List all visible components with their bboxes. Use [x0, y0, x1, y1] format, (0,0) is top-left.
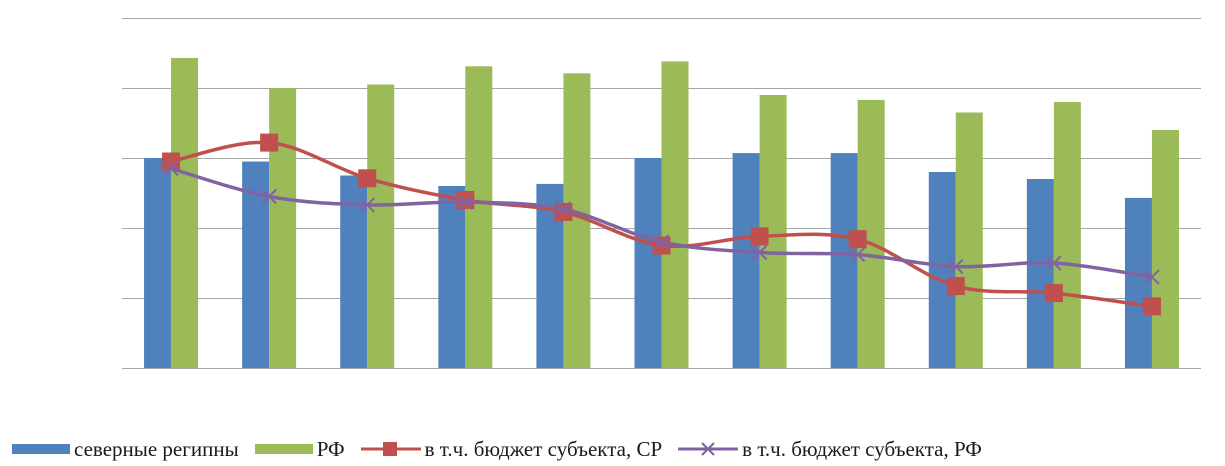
data-point — [260, 133, 279, 152]
data-point — [948, 258, 964, 275]
legend-swatch-rf — [254, 444, 313, 454]
data-point — [946, 277, 965, 296]
data-point — [848, 230, 867, 249]
bar — [144, 158, 172, 368]
chart — [122, 18, 1201, 369]
bar — [367, 84, 395, 368]
data-point-stroke — [1046, 255, 1062, 271]
data-point — [1044, 284, 1063, 303]
legend-swatch-budget-sr — [360, 442, 421, 456]
bar — [1151, 130, 1179, 368]
data-point — [358, 169, 377, 188]
data-point — [1144, 269, 1160, 285]
bar — [732, 153, 760, 368]
data-point-stroke — [948, 258, 964, 275]
legend-item-rf: РФ — [254, 436, 345, 462]
data-point-stroke — [261, 188, 277, 205]
data-point — [750, 227, 769, 246]
data-point — [1142, 297, 1161, 316]
legend-item-north: северные регипны — [12, 437, 239, 462]
data-point — [456, 191, 475, 209]
legend-label-north: северные регипны — [74, 436, 239, 461]
bar — [438, 186, 466, 368]
data-point-stroke — [359, 197, 375, 213]
legend-label-budget-sr: в т.ч. бюджет субъекта, СР — [424, 436, 663, 461]
bar — [340, 175, 368, 368]
bar — [634, 158, 662, 368]
bar — [661, 61, 689, 369]
bar — [955, 112, 983, 368]
legend: северные регипны РФ в т.ч. бюджет субъек… — [12, 436, 998, 462]
data-point-stroke — [751, 244, 768, 261]
data-point-stroke — [1144, 269, 1160, 285]
data-point-stroke — [849, 246, 866, 263]
legend-swatch-north — [12, 444, 70, 454]
data-point-stroke — [457, 194, 474, 210]
data-point — [653, 234, 670, 250]
bar — [1124, 197, 1152, 368]
data-point-stroke — [555, 201, 572, 217]
data-point — [359, 197, 375, 213]
data-point — [751, 244, 768, 261]
data-point — [162, 152, 181, 171]
data-point — [457, 194, 474, 210]
bar — [1026, 179, 1054, 368]
bar — [465, 66, 493, 369]
bar — [830, 153, 858, 368]
data-point-stroke — [653, 234, 670, 250]
legend-item-budget-rf: в т.ч. бюджет субъекта, РФ — [678, 437, 982, 462]
data-point — [163, 160, 179, 177]
bar — [171, 57, 199, 369]
data-point — [849, 246, 866, 263]
legend-label-rf: РФ — [316, 436, 345, 461]
legend-item-budget-sr: в т.ч. бюджет субъекта, СР — [360, 436, 663, 462]
data-point — [555, 201, 572, 217]
bars — [144, 57, 1179, 369]
bar — [269, 88, 297, 368]
bar — [1053, 102, 1081, 368]
data-point — [261, 188, 277, 205]
legend-label-budget-rf: в т.ч. бюджет субъекта, РФ — [742, 436, 982, 461]
data-point — [1046, 255, 1062, 271]
lines — [162, 133, 1161, 316]
legend-swatch-budget-rf — [678, 442, 739, 456]
data-point-stroke — [163, 160, 179, 177]
